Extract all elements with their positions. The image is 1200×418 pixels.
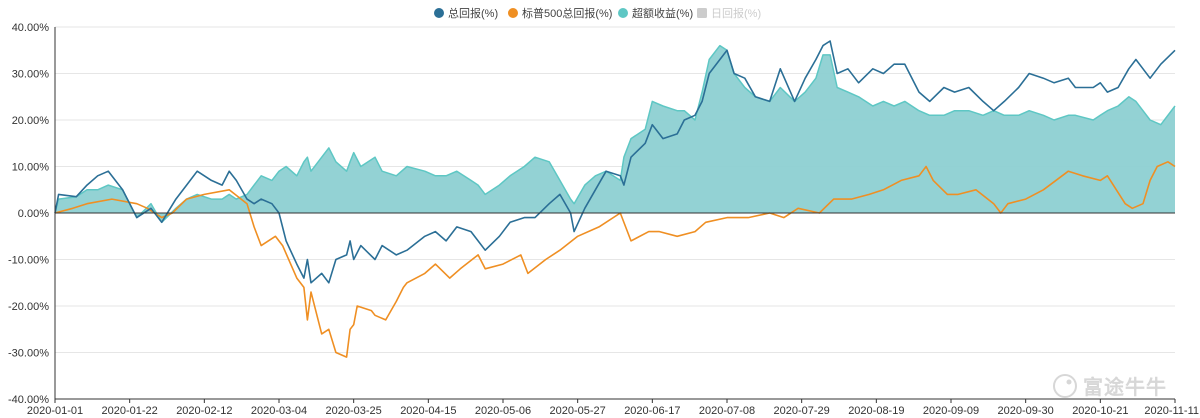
x-tick-label: 2020-03-04 xyxy=(251,405,307,417)
x-tick-label: 2020-03-25 xyxy=(326,405,382,417)
legend-label-excess: 超额收益(%) xyxy=(632,6,693,20)
y-tick-label: -10.00% xyxy=(8,255,49,267)
legend-label-daily: 日回报(%) xyxy=(711,6,761,20)
watermark: 富途牛牛 xyxy=(1053,374,1167,399)
legend-item-total[interactable]: 总回报(%) xyxy=(434,6,498,20)
series-line-excess xyxy=(54,44,1176,224)
legend-item-daily[interactable]: 日回报(%) xyxy=(697,6,761,20)
x-tick-label: 2020-01-01 xyxy=(27,405,83,417)
y-tick-label: -40.00% xyxy=(8,394,49,406)
x-tick-label: 2020-04-15 xyxy=(400,405,456,417)
series-layer xyxy=(54,40,1176,358)
series-line-total xyxy=(54,40,1176,284)
x-tick-label: 2020-09-30 xyxy=(998,405,1054,417)
x-tick-label: 2020-07-29 xyxy=(774,405,830,417)
y-tick-label: 10.00% xyxy=(12,162,50,174)
chart-legend[interactable]: 总回报(%) 标普500总回报(%) 超额收益(%) 日回报(%) xyxy=(434,6,761,20)
legend-marker-total xyxy=(434,8,444,18)
legend-label-total: 总回报(%) xyxy=(448,6,498,20)
y-tick-label: 40.00% xyxy=(12,22,50,34)
legend-item-sp500[interactable]: 标普500总回报(%) xyxy=(508,6,612,20)
legend-label-sp500: 标普500总回报(%) xyxy=(522,6,612,20)
watermark-text: 富途牛牛 xyxy=(1083,375,1167,399)
y-tick-label: -30.00% xyxy=(8,348,49,360)
x-tick-label: 2020-06-17 xyxy=(624,405,680,417)
y-tick-label: 30.00% xyxy=(12,69,50,81)
x-tick-label: 2020-01-22 xyxy=(102,405,158,417)
x-tick-label: 2020-09-09 xyxy=(923,405,979,417)
watermark-logo-icon xyxy=(1053,374,1077,398)
series-line-sp500 xyxy=(54,161,1176,358)
x-tick-label: 2020-05-06 xyxy=(475,405,531,417)
x-tick-label: 2020-02-12 xyxy=(176,405,232,417)
legend-marker-daily xyxy=(697,8,707,18)
legend-item-excess[interactable]: 超额收益(%) xyxy=(618,6,693,20)
x-tick-label: 2020-10-21 xyxy=(1072,405,1128,417)
x-tick-label: 2020-07-08 xyxy=(699,405,755,417)
series-area-excess xyxy=(55,45,1175,223)
x-tick-label: 2020-11-11 xyxy=(1144,405,1199,417)
y-tick-label: 20.00% xyxy=(12,115,50,127)
legend-marker-sp500 xyxy=(508,8,518,18)
y-tick-label: 0.00% xyxy=(18,208,49,220)
y-tick-label: -20.00% xyxy=(8,301,49,313)
chart-axes: 40.00% 30.00% 20.00% 10.00% 0.00% -10.00% -20.… xyxy=(8,22,1199,417)
watermark-logo-eye-icon xyxy=(1066,379,1072,385)
x-tick-label: 2020-08-19 xyxy=(848,405,904,417)
x-tick-label: 2020-05-27 xyxy=(550,405,606,417)
legend-marker-excess xyxy=(618,8,628,18)
